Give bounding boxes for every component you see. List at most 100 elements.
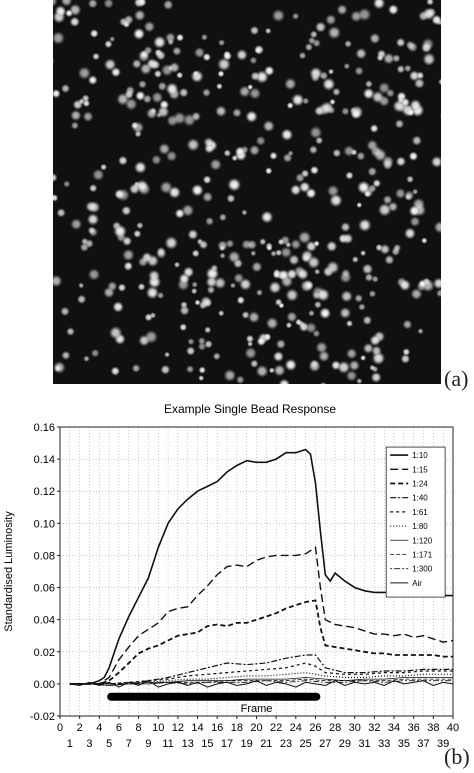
series-line (69, 546, 454, 685)
bead (277, 238, 285, 246)
x-tick-label: 24 (290, 722, 302, 734)
bead (330, 194, 343, 207)
bead (355, 47, 367, 60)
bead (403, 190, 415, 201)
bead (69, 16, 80, 28)
bead (280, 128, 294, 141)
x-tick-label-frame: 21 (260, 738, 272, 750)
legend-label: 1:80 (412, 522, 428, 531)
bead (256, 289, 263, 297)
bead (143, 20, 156, 33)
bead (70, 121, 80, 130)
bead (268, 367, 275, 374)
bead (400, 353, 411, 364)
bead (65, 9, 74, 18)
legend-label: 1:40 (412, 494, 428, 503)
bead (250, 359, 259, 369)
bead (384, 254, 395, 265)
x-tick-label: 26 (309, 722, 321, 734)
bead (178, 87, 189, 98)
bead-response-chart: Example Single Bead Response -0.02 0.00 0.… (3, 402, 459, 750)
bead (249, 25, 260, 36)
series-line (69, 448, 453, 685)
bead (269, 151, 278, 160)
bead (430, 155, 441, 168)
bead (255, 135, 266, 146)
bead (417, 328, 424, 335)
bead (368, 289, 377, 298)
bead (167, 38, 175, 46)
bead (173, 261, 181, 268)
legend-label: 1:171 (412, 550, 433, 559)
bead (217, 57, 231, 72)
bead (88, 227, 99, 238)
bead (179, 305, 190, 316)
x-tick-label: 6 (116, 722, 122, 734)
bead (327, 25, 342, 40)
bead (265, 316, 279, 330)
bead (248, 144, 261, 156)
bead (198, 239, 209, 250)
bead (70, 109, 82, 122)
bead (216, 82, 223, 90)
bead (225, 239, 235, 249)
bead (439, 112, 441, 121)
bead (182, 113, 197, 127)
bead (88, 183, 98, 193)
bead (396, 64, 406, 74)
bead (398, 279, 411, 292)
x-tick-label-frame: 19 (241, 738, 253, 750)
bead (369, 334, 382, 347)
bead (187, 338, 195, 346)
bead (205, 275, 218, 289)
bead (86, 213, 100, 226)
bead (362, 342, 374, 354)
bead (291, 12, 300, 20)
bead (326, 184, 340, 198)
x-tick-label: 4 (96, 722, 102, 734)
bead (117, 283, 127, 292)
bead (403, 64, 412, 73)
bead (204, 339, 213, 349)
bead (313, 240, 320, 247)
bead (263, 332, 272, 342)
bead (344, 40, 352, 48)
bead (272, 270, 281, 279)
bead (223, 149, 232, 157)
bead (145, 286, 160, 300)
x-tick-label-frame: 3 (86, 738, 92, 750)
bead (312, 329, 321, 338)
bead (266, 244, 273, 252)
x-tick-label-frame: 5 (106, 738, 112, 750)
bead (199, 295, 213, 309)
bead (53, 57, 55, 64)
y-tick-label: 0.12 (34, 486, 55, 498)
bead (181, 203, 195, 217)
bead (204, 326, 212, 334)
bead (191, 281, 198, 288)
bead (421, 237, 428, 244)
bead (327, 68, 335, 75)
bead (131, 58, 142, 69)
bead (377, 81, 391, 95)
x-tick-label: 30 (349, 722, 361, 734)
bead (202, 191, 214, 203)
bead (394, 187, 407, 200)
legend-label: 1:15 (412, 465, 428, 474)
bead (153, 69, 163, 79)
bead (203, 137, 214, 148)
legend-label: Air (412, 579, 422, 588)
x-tick-label: 40 (447, 722, 459, 734)
bead (53, 88, 61, 99)
bead (63, 180, 71, 188)
bead (256, 336, 267, 347)
bead (286, 101, 294, 110)
bead (369, 364, 376, 371)
bead (179, 323, 188, 332)
bead (53, 274, 63, 288)
x-tick-label: 12 (172, 722, 184, 734)
bead (241, 310, 250, 320)
bead (108, 325, 123, 340)
x-tick-label: 0 (57, 722, 63, 734)
bead (341, 268, 351, 278)
